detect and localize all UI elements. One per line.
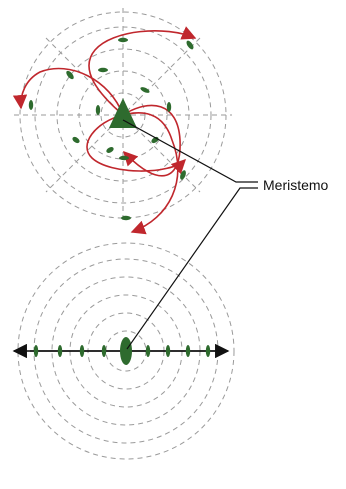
spiral-arm [88, 26, 197, 116]
spiral-arm [122, 104, 181, 177]
top-leaves [28, 37, 194, 221]
leaf [121, 215, 131, 221]
leaf [140, 87, 150, 93]
spiral-arm [122, 111, 179, 235]
leaf [118, 37, 128, 43]
leaf [119, 155, 129, 161]
leaf [180, 170, 186, 180]
meristem-bottom [120, 337, 132, 365]
callout-line-top [122, 119, 258, 183]
leaf [57, 345, 63, 357]
leaf [166, 102, 172, 112]
spiral-arm [12, 67, 124, 116]
leaf [205, 345, 211, 357]
top-spiral-diagram [12, 8, 232, 235]
leaf [185, 345, 191, 357]
leaf [165, 345, 171, 357]
leaf [101, 345, 107, 357]
meristem-label: Meristemo [263, 177, 329, 193]
leaf [33, 345, 39, 357]
leaf [145, 345, 151, 357]
guide-circle [19, 11, 227, 219]
leaf [95, 105, 101, 115]
leaf [98, 67, 108, 73]
bottom-distichous-diagram [12, 242, 235, 460]
leaf [66, 70, 74, 80]
bottom-leaves [33, 337, 211, 365]
spiral-arms [12, 26, 197, 235]
leaf [186, 40, 194, 50]
leaf [79, 345, 85, 357]
meristem-top [109, 98, 137, 128]
callout-line-bottom [126, 187, 258, 350]
meristem-callout [122, 119, 258, 350]
spiral-arm [86, 114, 187, 175]
leaf [106, 147, 114, 153]
leaf [72, 136, 80, 144]
guide-circle [17, 242, 235, 460]
leaf [28, 100, 34, 110]
